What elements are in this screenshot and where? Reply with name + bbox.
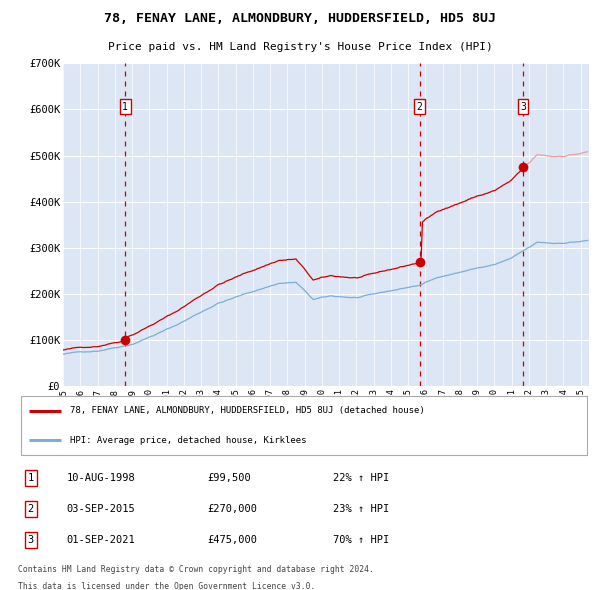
Text: 78, FENAY LANE, ALMONDBURY, HUDDERSFIELD, HD5 8UJ (detached house): 78, FENAY LANE, ALMONDBURY, HUDDERSFIELD… <box>70 407 424 415</box>
Text: 78, FENAY LANE, ALMONDBURY, HUDDERSFIELD, HD5 8UJ: 78, FENAY LANE, ALMONDBURY, HUDDERSFIELD… <box>104 12 496 25</box>
Text: HPI: Average price, detached house, Kirklees: HPI: Average price, detached house, Kirk… <box>70 435 306 444</box>
Text: 70% ↑ HPI: 70% ↑ HPI <box>333 535 389 545</box>
Text: £475,000: £475,000 <box>207 535 257 545</box>
Text: 22% ↑ HPI: 22% ↑ HPI <box>333 473 389 483</box>
Text: Contains HM Land Registry data © Crown copyright and database right 2024.: Contains HM Land Registry data © Crown c… <box>18 565 374 574</box>
Text: 2: 2 <box>28 504 34 514</box>
FancyBboxPatch shape <box>21 396 587 455</box>
Text: This data is licensed under the Open Government Licence v3.0.: This data is licensed under the Open Gov… <box>18 582 316 590</box>
Text: 23% ↑ HPI: 23% ↑ HPI <box>333 504 389 514</box>
Text: 3: 3 <box>520 102 526 112</box>
Text: 10-AUG-1998: 10-AUG-1998 <box>67 473 136 483</box>
Text: 3: 3 <box>28 535 34 545</box>
Text: £99,500: £99,500 <box>207 473 251 483</box>
Text: 2: 2 <box>416 102 422 112</box>
Text: 1: 1 <box>28 473 34 483</box>
Text: £270,000: £270,000 <box>207 504 257 514</box>
Text: Price paid vs. HM Land Registry's House Price Index (HPI): Price paid vs. HM Land Registry's House … <box>107 42 493 52</box>
Text: 1: 1 <box>122 102 128 112</box>
Text: 01-SEP-2021: 01-SEP-2021 <box>67 535 136 545</box>
Text: 03-SEP-2015: 03-SEP-2015 <box>67 504 136 514</box>
